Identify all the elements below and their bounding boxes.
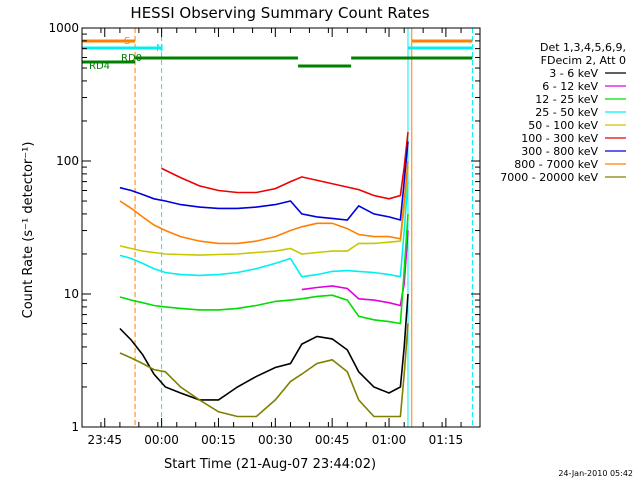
series-line-0 [119,293,409,401]
legend-header-line: FDecim 2, Att 0 [541,54,626,67]
legend-header-line: Det 1,3,4,5,6,9, [540,41,626,54]
chart-title: HESSI Observing Summary Count Rates [130,4,429,22]
axes: 1 10 100 1000 23:45 00:00 00:15 00:30 00:45 01:00… [48,21,481,447]
series-line-3 [119,181,409,278]
flag-label-rd4: RD4 [89,61,110,72]
legend: Det 1,3,4,5,6,9,FDecim 2, Att 03 - 6 keV… [500,41,626,184]
plot-series [119,132,409,418]
legend-label: 3 - 6 keV [549,67,598,80]
legend-label: 300 - 800 keV [521,145,598,158]
legend-label: 7000 - 20000 keV [500,171,598,184]
series-line-7 [119,160,409,245]
series-line-2 [119,213,409,325]
series-line-8 [119,323,409,418]
legend-label: 6 - 12 keV [542,80,598,93]
series-line-4 [119,167,409,256]
y-tick-label: 10 [64,287,79,301]
x-tick-label: 00:15 [201,433,236,447]
series-line-5 [161,132,409,200]
y-tick-label: 1 [71,420,79,434]
series-line-6 [119,141,409,222]
footer-timestamp: 24-Jan-2010 05:42 [558,469,633,478]
x-tick-label: 00:30 [258,433,293,447]
x-tick-label: 01:00 [372,433,407,447]
legend-label: 25 - 50 keV [535,106,598,119]
x-tick-label: 00:00 [144,433,179,447]
y-tick-label: 1000 [48,21,79,35]
flag-label-s: S [124,36,130,47]
x-tick-label: 00:45 [315,433,350,447]
y-tick-label: 100 [56,154,79,168]
y-axis-label: Count Rate (s⁻¹ detector⁻¹) [21,142,36,319]
x-tick-label: 01:15 [429,433,464,447]
legend-label: 12 - 25 keV [535,93,598,106]
x-axis-label: Start Time (21-Aug-07 23:44:02) [164,457,376,472]
plot-frame [81,27,481,428]
status-flags: S N RD0 RD4 [82,36,473,72]
flag-label-rd0: RD0 [121,53,142,64]
legend-label: 100 - 300 keV [521,132,598,145]
x-tick-label: 23:45 [87,433,122,447]
legend-label: 50 - 100 keV [528,119,598,132]
legend-label: 800 - 7000 keV [514,158,598,171]
flag-label-n: N [156,43,163,54]
